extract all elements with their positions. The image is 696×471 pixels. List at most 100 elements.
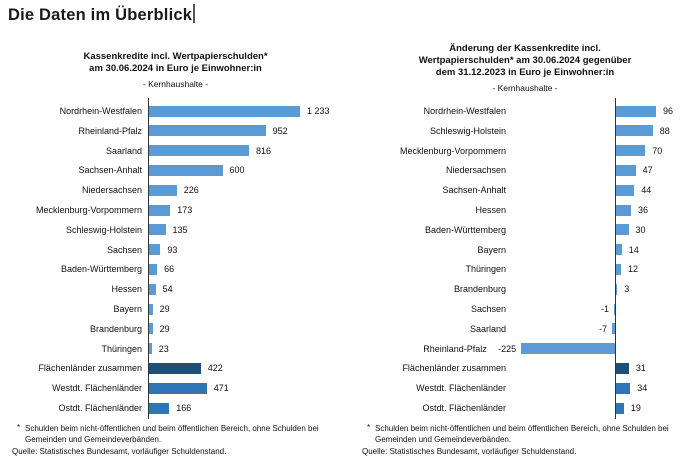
category-label: Ostdt. Flächenländer <box>422 403 506 413</box>
bar <box>149 362 201 374</box>
chart-kassenkredite-change[interactable]: Änderung der Kassenkredite incl. Wertpap… <box>358 40 692 468</box>
bar <box>149 224 166 236</box>
value-label: 166 <box>176 403 192 413</box>
value-label: -225 <box>498 343 517 354</box>
bar <box>612 323 615 335</box>
chart-subtitle: - Kernhaushalte - <box>492 83 558 93</box>
chart-row: Nordrhein-Westfalen 1 233 <box>8 101 343 121</box>
value-label: 96 <box>663 106 674 116</box>
footnote-asterisk: * <box>17 423 21 432</box>
bar <box>614 303 615 315</box>
chart-row: Schleswig-Holstein 88 <box>358 121 692 141</box>
footnote-text: Schulden beim nicht-öffentlichen und bei… <box>25 424 319 444</box>
chart-row: Niedersachsen 226 <box>8 180 343 200</box>
bar <box>616 204 631 216</box>
category-label: Hessen <box>475 205 506 215</box>
category-label: Mecklenburg-Vorpommern <box>399 145 506 156</box>
category-label: Sachsen <box>470 304 506 314</box>
bar <box>616 244 622 256</box>
category-label: Ostdt. Flächenländer <box>58 403 142 413</box>
value-label: 600 <box>229 165 245 176</box>
value-label: 422 <box>207 363 223 374</box>
footnote-line: * Schulden beim nicht-öffentlichen und be… <box>12 423 338 445</box>
bar <box>616 145 646 157</box>
category-label: Sachsen-Anhalt <box>442 185 506 196</box>
chart-kassenkredite-level[interactable]: Kassenkredite incl. Wertpapierschulden* … <box>8 40 343 468</box>
category-label: Westdt. Flächenländer <box>416 383 506 394</box>
bar <box>616 263 621 275</box>
bar <box>616 184 635 196</box>
category-label: Hessen <box>111 284 142 295</box>
bar <box>149 164 223 176</box>
category-label: Thüringen <box>465 264 506 275</box>
chart-row: Westdt. Flächenländer 34 <box>358 378 692 398</box>
bar <box>616 283 618 295</box>
category-label: Brandenburg <box>89 323 142 334</box>
category-label: Bayern <box>477 244 506 255</box>
value-label: 14 <box>628 244 639 255</box>
page-title-text: Die Daten im Überblick <box>8 6 193 24</box>
page-title[interactable]: Die Daten im Überblick <box>8 4 195 25</box>
chart-row: Bayern 14 <box>358 240 692 260</box>
chart-row: Brandenburg 29 <box>8 319 343 339</box>
axis-line <box>148 98 149 419</box>
chart-row: Niedersachsen 47 <box>358 160 692 180</box>
category-label: Saarland <box>105 145 142 156</box>
value-label: 19 <box>630 403 641 413</box>
axis-line <box>615 98 616 419</box>
chart-row: Rheinland-Pfalz 952 <box>8 121 343 141</box>
bar <box>149 283 156 295</box>
chart-row: Mecklenburg-Vorpommern 173 <box>8 200 343 220</box>
category-label: Westdt. Flächenländer <box>52 383 142 394</box>
footnote-line: * Schulden beim nicht-öffentlichen und be… <box>362 423 690 445</box>
value-label: 34 <box>637 383 648 394</box>
value-label: 88 <box>659 125 670 136</box>
chart-row: Sachsen-Anhalt 600 <box>8 160 343 180</box>
value-label: 31 <box>635 363 646 374</box>
value-label: 54 <box>162 284 173 295</box>
bar <box>149 204 171 216</box>
value-label: 816 <box>256 145 272 156</box>
category-label: Nordrhein-Westfalen <box>423 106 506 116</box>
chart-row: Ostdt. Flächenländer 166 <box>8 398 343 418</box>
bar <box>149 323 153 335</box>
chart-title-line: dem 31.12.2023 in Euro je Einwohner:in <box>435 67 615 78</box>
footnote: * Schulden beim nicht-öffentlichen und be… <box>12 423 338 457</box>
value-label: 23 <box>158 343 169 354</box>
chart-row: Thüringen 12 <box>358 259 692 279</box>
chart-row: Thüringen 23 <box>8 339 343 359</box>
value-label: -7 <box>599 323 608 334</box>
category-label: Saarland <box>469 323 506 334</box>
value-label: 952 <box>272 125 288 136</box>
footnote-asterisk: * <box>367 423 371 432</box>
value-label: 44 <box>641 185 652 196</box>
chart-title: Änderung der Kassenkredite incl. Wertpap… <box>358 43 692 94</box>
bar <box>149 125 266 137</box>
value-label: 66 <box>164 264 175 275</box>
chart-row: Hessen 36 <box>358 200 692 220</box>
chart-row: Hessen 54 <box>8 279 343 299</box>
category-label: Niedersachsen <box>81 185 142 196</box>
footnote: * Schulden beim nicht-öffentlichen und be… <box>362 423 690 457</box>
chart-row: Baden-Württemberg 66 <box>8 259 343 279</box>
bar <box>149 303 153 315</box>
chart-row: Sachsen 93 <box>8 240 343 260</box>
value-label: 471 <box>213 383 229 394</box>
chart-row: Ostdt. Flächenländer 19 <box>358 398 692 418</box>
bar <box>149 263 158 275</box>
footnote-source: Quelle: Statistisches Bundesamt, vorläuf… <box>12 446 227 456</box>
value-label: 30 <box>635 224 646 235</box>
value-label: 135 <box>172 224 188 235</box>
value-label: 93 <box>167 244 178 255</box>
category-label: Nordrhein-Westfalen <box>59 106 142 116</box>
bar <box>149 145 249 157</box>
text-cursor <box>193 4 195 23</box>
chart-title-line: Wertpapierschulden* am 30.06.2024 gegenü… <box>418 55 632 66</box>
category-label: Sachsen <box>106 244 142 255</box>
category-label: Thüringen <box>101 343 142 354</box>
bar <box>149 105 300 117</box>
value-label: 36 <box>638 205 649 215</box>
category-label: Bayern <box>113 304 142 314</box>
category-label: Baden-Württemberg <box>60 264 142 275</box>
category-label: Rheinland-Pfalz <box>78 125 142 136</box>
